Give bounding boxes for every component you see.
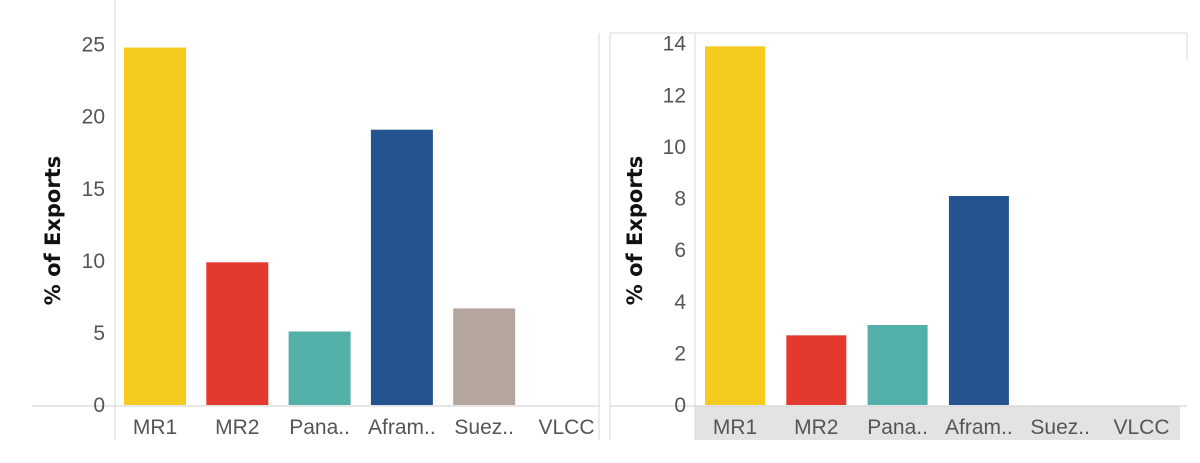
y-tick-label: 20	[82, 106, 105, 129]
y-tick-label: 14	[663, 33, 687, 56]
bar-afram	[948, 195, 1009, 405]
x-tick-label: MR1	[713, 416, 757, 439]
x-tick-label: Afram..	[368, 416, 436, 439]
bar-chart-right: 0 2 4 6 8 10 12 14 % of Exports MR1 MR2 Pana.. Afram…	[609, 32, 1188, 440]
bar-chart-left: 0 5 10 15 20 25 % of Exports MR1 MR2 Pana.. Afram.…	[32, 0, 600, 440]
y-axis-title: % of Exports	[623, 156, 647, 305]
bar-afram	[370, 129, 433, 405]
y-tick-label: 5	[93, 322, 105, 345]
y-tick-label: 8	[674, 188, 686, 211]
category-axis-band	[695, 406, 1180, 440]
y-tick-label: 25	[82, 34, 105, 57]
x-tick-label: MR2	[215, 416, 259, 439]
x-tick-label: Suez..	[454, 416, 514, 439]
x-tick-label: Suez..	[1030, 416, 1090, 439]
bar-pana	[867, 325, 928, 405]
chart-panel-right: 0 2 4 6 8 10 12 14 % of Exports MR1 MR2 Pana.. Afram…	[600, 0, 1200, 463]
bar-pana	[288, 331, 351, 405]
bar-mr2	[206, 262, 269, 405]
y-tick-label: 12	[663, 84, 686, 107]
y-tick-label: 10	[82, 250, 105, 273]
y-tick-label: 0	[674, 394, 686, 417]
bar-mr2	[786, 335, 847, 405]
x-tick-label: Afram..	[945, 416, 1013, 439]
y-tick-label: 10	[663, 136, 686, 159]
chart-panel-left: 0 5 10 15 20 25 % of Exports MR1 MR2 Pana.. Afram.…	[32, 0, 600, 440]
x-tick-label: Pana..	[289, 416, 350, 439]
x-tick-label: VLCC	[1113, 416, 1169, 439]
x-tick-label: MR1	[133, 416, 177, 439]
x-tick-label: MR2	[794, 416, 838, 439]
y-tick-label: 6	[674, 239, 686, 262]
y-tick-label: 2	[674, 342, 686, 365]
y-axis-title: % of Exports	[41, 156, 65, 305]
bar-mr1	[705, 46, 765, 405]
bar-mr1	[124, 47, 186, 405]
y-tick-label: 0	[93, 394, 105, 417]
x-tick-label: VLCC	[538, 416, 594, 439]
bar-suez	[453, 308, 516, 405]
x-tick-label: Pana..	[867, 416, 928, 439]
y-tick-label: 4	[674, 291, 686, 314]
y-tick-label: 15	[82, 178, 105, 201]
